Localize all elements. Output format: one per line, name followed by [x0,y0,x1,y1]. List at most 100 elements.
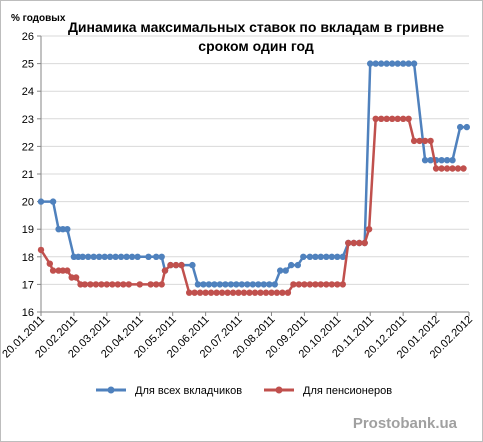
series-0-point-17 [134,253,141,260]
series-0-point-67 [427,157,434,164]
series-0-point-29 [211,281,218,288]
y-tick-label-22: 22 [22,141,34,153]
series-1-point-76 [460,165,467,172]
series-0-point-34 [238,281,245,288]
series-0-point-52 [339,253,346,260]
series-1-point-48 [306,281,314,288]
series-1-point-39 [257,289,264,296]
series-1-point-5 [64,267,71,274]
chart-title-line-1: Динамика максимальных ставок по вкладам … [68,19,444,35]
series-0-point-6 [75,253,82,260]
series-1-point-17 [125,281,132,288]
series-1-point-8 [77,281,84,288]
series-0-point-73 [463,123,470,131]
series-1-point-60 [372,115,379,123]
series-1-point-37 [246,289,253,296]
series-0-point-35 [244,281,251,288]
series-0-point-25 [189,261,196,269]
series-0-point-70 [443,157,451,164]
series-0-point-71 [449,157,456,164]
series-0-point-37 [255,281,262,288]
series-1-point-32 [218,289,226,296]
y-tick-label-26: 26 [22,31,34,43]
series-0-point-64 [405,60,412,67]
legend-marker-pensioners [275,386,283,394]
series-1-point-1 [46,260,53,267]
series-0-point-42 [282,267,289,274]
y-axis-ticks: 16 17 18 19 20 21 22 23 24 25 26 [22,31,41,319]
series-0-point-12 [106,253,114,260]
series-0-point-41 [277,267,284,274]
series-1-point-16 [120,281,127,288]
y-axis-label: % годовых [11,13,66,24]
series-1-point-64 [394,115,401,123]
series-1-point-61 [378,115,385,123]
series-1-point-47 [301,281,308,288]
series-1-point-26 [186,289,193,296]
series-group [37,60,470,296]
series-1-point-43 [279,289,286,296]
series-0-point-19 [153,253,160,260]
series-0-point-32 [227,281,235,288]
series-1-point-63 [389,115,396,123]
series-1-point-56 [350,239,357,247]
legend: Для всех вкладчиков Для пенсионеров [96,385,392,397]
series-0-point-66 [421,157,429,164]
series-1-point-74 [449,165,456,172]
y-tick-label-23: 23 [22,114,34,126]
series-1-point-24 [172,261,180,269]
series-1-point-75 [454,165,462,172]
series-1-point-38 [251,289,259,296]
series-0-point-27 [200,281,207,288]
series-1-point-71 [432,165,440,172]
series-0-point-62 [394,60,401,67]
series-1-point-53 [334,281,341,288]
series-1-point-9 [81,281,89,288]
series-0-point-49 [323,253,330,260]
series-1-point-42 [273,289,281,296]
y-tick-label-21: 21 [22,169,34,181]
series-0-point-26 [194,281,202,288]
series-1-point-23 [167,261,174,269]
gridlines [41,35,469,313]
series-1-point-10 [87,281,94,288]
series-1-point-7 [72,274,80,281]
series-1-point-62 [383,115,390,123]
series-1-point-13 [103,281,111,288]
series-1-point-50 [317,281,324,288]
watermark-text: Prostobank.ua [353,415,458,432]
legend-marker-all [107,386,115,394]
series-1-point-46 [295,281,303,288]
series-1-point-67 [410,137,418,145]
series-1-point-0 [37,246,45,254]
series-1-point-70 [427,137,434,145]
series-1-point-18 [136,281,143,288]
series-0-point-46 [306,253,314,260]
series-1-point-28 [196,289,204,296]
y-tick-label-24: 24 [22,86,34,98]
series-1-point-58 [361,239,368,247]
series-0-point-65 [410,60,418,67]
series-0-point-40 [271,281,278,288]
series-1-point-21 [158,281,165,288]
y-tick-label-20: 20 [22,197,34,209]
series-0-point-43 [288,261,295,269]
series-0-point-61 [389,60,396,67]
series-1-point-51 [323,281,330,288]
series-1-point-19 [147,281,154,288]
chart-title-line-2: сроком один год [198,38,314,54]
series-0-point-18 [145,253,152,260]
series-1-point-57 [356,239,363,247]
series-1-point-6 [68,274,75,281]
series-1-point-49 [312,281,319,288]
series-1-point-25 [178,261,185,269]
series-0-point-3 [59,226,67,233]
series-1-point-54 [339,281,346,288]
series-0-point-63 [400,60,407,67]
series-1-point-66 [405,115,412,123]
legend-label-pensioners: Для пенсионеров [303,385,392,397]
series-1-point-34 [229,289,237,296]
series-0-point-50 [328,253,335,260]
series-0-point-38 [260,281,267,288]
